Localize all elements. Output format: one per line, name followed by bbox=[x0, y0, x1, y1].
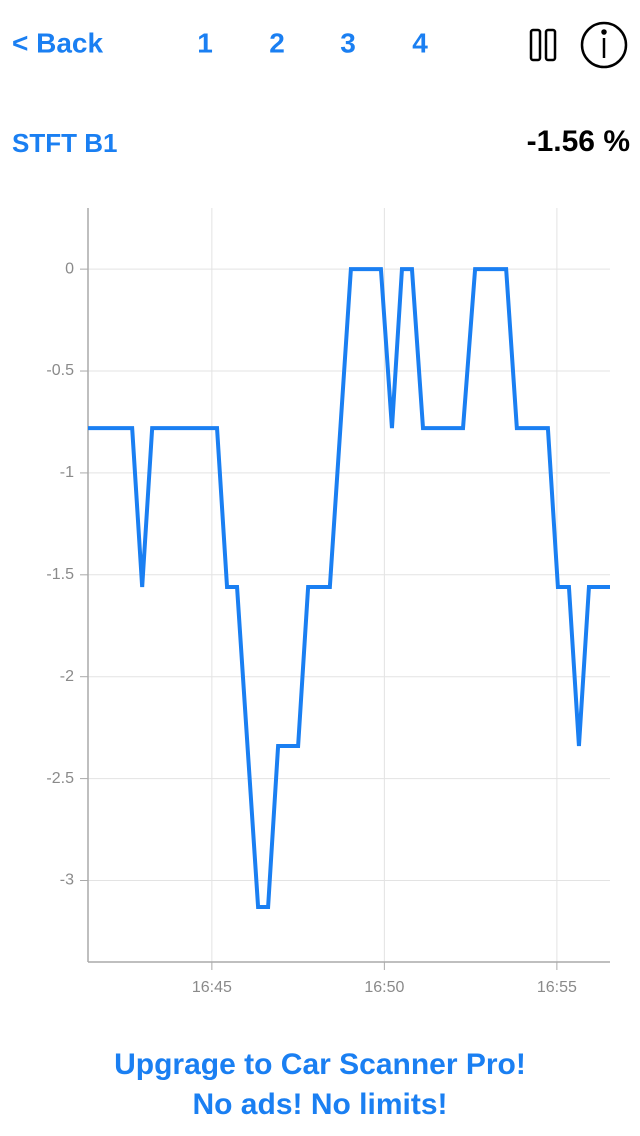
y-tick-label: -0.5 bbox=[46, 362, 74, 379]
data-line bbox=[88, 267, 610, 909]
pause-button[interactable] bbox=[529, 28, 557, 62]
x-tick-label: 16:45 bbox=[192, 979, 232, 996]
sensor-name: STFT B1 bbox=[12, 128, 117, 158]
x-tick-label: 16:50 bbox=[364, 979, 404, 996]
y-tick-label: -1 bbox=[60, 464, 74, 481]
y-tick-label: -2 bbox=[60, 668, 74, 685]
page-tab[interactable]: 3 bbox=[340, 27, 356, 58]
info-button[interactable] bbox=[580, 21, 628, 69]
chart: 0 -0.5 -1 -1.5 -2 -2.5 -3 16:45 16:50 16:55 bbox=[46, 208, 610, 996]
page-tab[interactable]: 2 bbox=[269, 27, 285, 58]
sensor-value: -1.56 % bbox=[527, 125, 630, 158]
y-tick-label: -2.5 bbox=[46, 770, 74, 787]
y-tick-label: 0 bbox=[65, 260, 74, 277]
page-tab[interactable]: 4 bbox=[412, 27, 428, 58]
y-tick-label: -1.5 bbox=[46, 566, 74, 583]
back-button[interactable]: < Back bbox=[12, 27, 103, 58]
page-tab[interactable]: 1 bbox=[197, 27, 213, 58]
upgrade-text[interactable]: Upgrage to Car Scanner Pro! bbox=[114, 1048, 526, 1081]
y-tick-label: -3 bbox=[60, 872, 74, 889]
x-tick-label: 16:55 bbox=[537, 979, 577, 996]
upgrade-text[interactable]: No ads! No limits! bbox=[192, 1088, 447, 1121]
